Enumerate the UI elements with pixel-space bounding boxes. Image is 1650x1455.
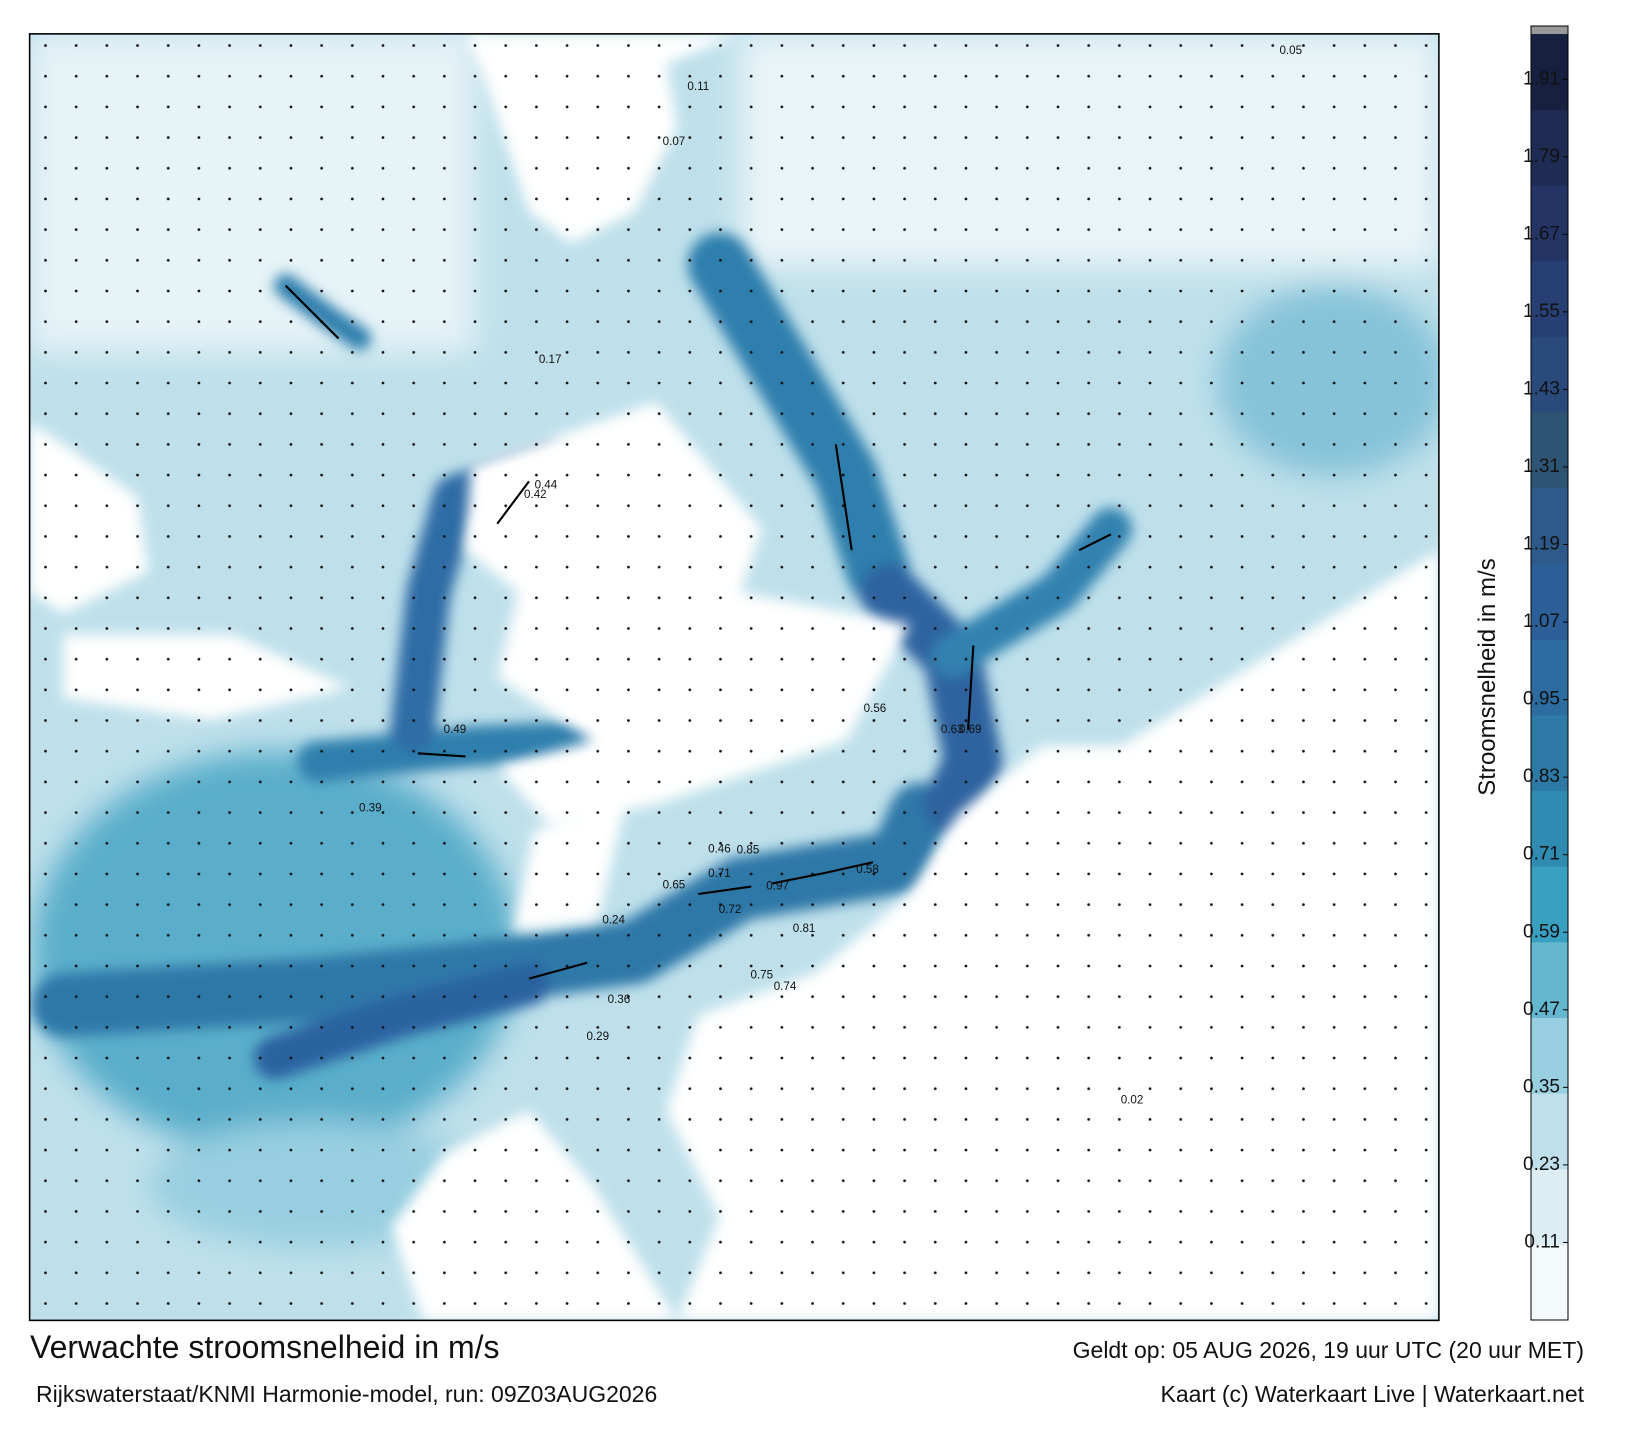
colorbar-band: [1531, 639, 1568, 716]
colorbar-label: Stroomsnelheid in m/s: [1474, 558, 1501, 795]
colorbar-band: [1531, 34, 1568, 111]
colorbar-tick-label: 0.71: [1523, 844, 1560, 865]
speed-label: 0.24: [602, 914, 625, 927]
speed-label: 0.69: [959, 723, 982, 736]
speed-label: 0.07: [663, 135, 686, 148]
colorbar-band: [1531, 1168, 1568, 1245]
speed-label: 0.02: [1121, 1093, 1144, 1106]
colorbar-band: [1531, 260, 1568, 338]
speed-label: 0.05: [1279, 44, 1302, 57]
colorbar-tick-label: 1.07: [1523, 611, 1560, 632]
colorbar-tick-label: 1.67: [1523, 223, 1560, 244]
colorbar-band: [1531, 1244, 1568, 1321]
colorbar-band: [1531, 790, 1568, 867]
speed-label: 0.17: [539, 353, 562, 366]
speed-label: 0.42: [524, 488, 547, 501]
colorbar-tick-label: 0.95: [1523, 689, 1560, 710]
speed-label: 0.44: [535, 479, 558, 492]
speed-label: 0.85: [737, 844, 760, 857]
speed-label: 0.97: [766, 880, 789, 893]
colorbar-cap: [1531, 26, 1568, 34]
colorbar-tick-label: 1.31: [1523, 456, 1560, 477]
colorbar-tick-label: 0.11: [1524, 1231, 1560, 1252]
speed-label: 0.11: [687, 80, 709, 93]
current-arrows: [284, 284, 1112, 980]
speed-label: 0.29: [586, 1030, 609, 1043]
speed-label: 0.81: [793, 922, 816, 935]
speed-label: 0.39: [359, 801, 382, 814]
colorbar-tick-label: 1.43: [1523, 378, 1560, 399]
speed-label: 0.46: [708, 843, 731, 856]
colorbar-tick-label: 0.35: [1523, 1076, 1560, 1097]
colorbar-tick-label: 1.79: [1523, 146, 1560, 167]
colorbar-tick-label: 0.83: [1523, 766, 1560, 787]
colorbar-tick-label: 0.59: [1523, 921, 1560, 942]
colorbar-tick-label: 1.91: [1523, 68, 1560, 89]
speed-label: 0.75: [750, 969, 773, 982]
speed-label: 0.72: [719, 903, 742, 916]
colorbar-band: [1531, 336, 1568, 413]
colorbar-band: [1531, 185, 1568, 262]
colorbar-frame: [1530, 25, 1569, 1321]
colorbar: 0.11 0.23 0.35 0.47 0.59 0.71 0.83 0.95 1.07 1.19…: [1523, 25, 1569, 1321]
map-label-group: 0.85 0.97 0.75 0.81 0.72 0.71 0.74 0.58 0.65 0.46…: [359, 44, 1302, 1107]
colorbar-band: [1531, 941, 1568, 1018]
speed-label: 0.56: [864, 702, 887, 715]
colorbar-band: [1531, 1093, 1568, 1170]
title: Verwachte stroomsnelheid in m/s: [30, 1329, 500, 1365]
colorbar-band: [1531, 866, 1568, 943]
colorbar-band: [1531, 714, 1568, 791]
colorbar-band: [1531, 109, 1568, 186]
colorbar-band: [1531, 487, 1568, 565]
colorbar-band: [1531, 1017, 1568, 1094]
colorbar-tick-label: 0.23: [1523, 1154, 1560, 1175]
credit: Kaart (c) Waterkaart Live | Waterkaart.n…: [1160, 1381, 1584, 1407]
colorbar-tick-label: 1.19: [1523, 534, 1560, 555]
speed-label: 0.58: [856, 863, 879, 876]
source: Rijkswaterstaat/KNMI Harmonie-model, run…: [36, 1381, 657, 1407]
valid-time: Geldt op: 05 AUG 2026, 19 uur UTC (20 uu…: [1073, 1337, 1584, 1363]
speed-label: 0.71: [708, 867, 731, 880]
colorbar-tick-label: 0.47: [1523, 999, 1560, 1020]
map-labels: 0.85 0.97 0.75 0.81 0.72 0.71 0.74 0.58 0.65 0.46…: [359, 44, 1302, 1107]
speed-label: 0.74: [774, 980, 797, 993]
speed-label: 0.49: [444, 723, 467, 736]
colorbar-band: [1531, 412, 1568, 489]
colorbar-band: [1531, 563, 1568, 640]
colorbar-tick-label: 1.55: [1523, 301, 1560, 322]
speed-label: 0.36: [608, 993, 631, 1006]
map-frame: [28, 33, 1440, 1322]
current-vectors: [29, 33, 1439, 1321]
speed-label: 0.63: [941, 723, 964, 736]
speed-label: 0.65: [663, 879, 686, 892]
map: [28, 33, 1440, 1322]
